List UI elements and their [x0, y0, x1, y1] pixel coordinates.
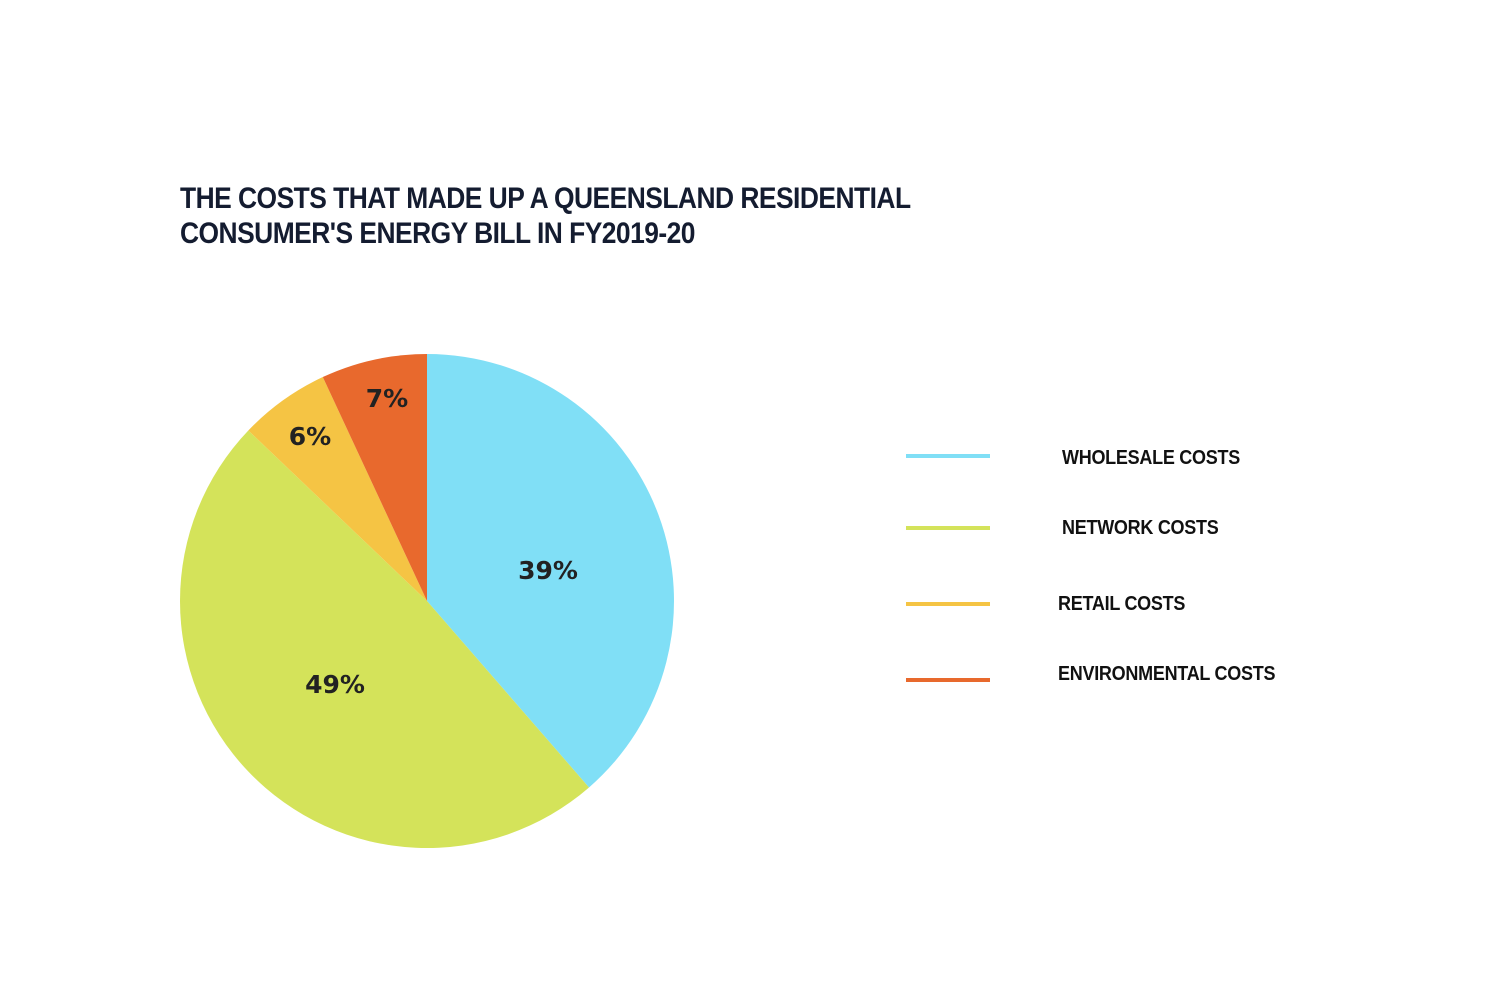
slice-label-network: 49%: [305, 670, 365, 699]
slice-label-retail: 6%: [289, 422, 331, 451]
pie-slice-environmental: [322, 354, 427, 601]
legend-swatch-wholesale: [906, 454, 990, 458]
legend-swatch-environmental: [906, 678, 990, 682]
pie-slice-retail: [248, 377, 427, 601]
legend-label-environmental: ENVIRONMENTAL COSTS: [1058, 663, 1276, 685]
chart-title: THE COSTS THAT MADE UP A QUEENSLAND RESI…: [180, 181, 911, 251]
pie-slices: [179, 354, 674, 849]
legend-label-wholesale: WHOLESALE COSTS: [1062, 447, 1240, 469]
slice-label-environmental: 7%: [366, 384, 408, 413]
legend-label-network: NETWORK COSTS: [1062, 517, 1219, 539]
chart-title-line-1: THE COSTS THAT MADE UP A QUEENSLAND RESI…: [180, 182, 911, 215]
pie-slice-wholesale: [427, 354, 674, 788]
legend-swatch-retail: [906, 602, 990, 606]
chart-title-line-2: CONSUMER'S ENERGY BILL IN FY2019-20: [180, 217, 695, 250]
legend-label-retail: RETAIL COSTS: [1058, 593, 1186, 615]
pie-slice-network: [179, 430, 590, 849]
slice-label-wholesale: 39%: [518, 556, 578, 585]
legend-swatch-network: [906, 526, 990, 530]
